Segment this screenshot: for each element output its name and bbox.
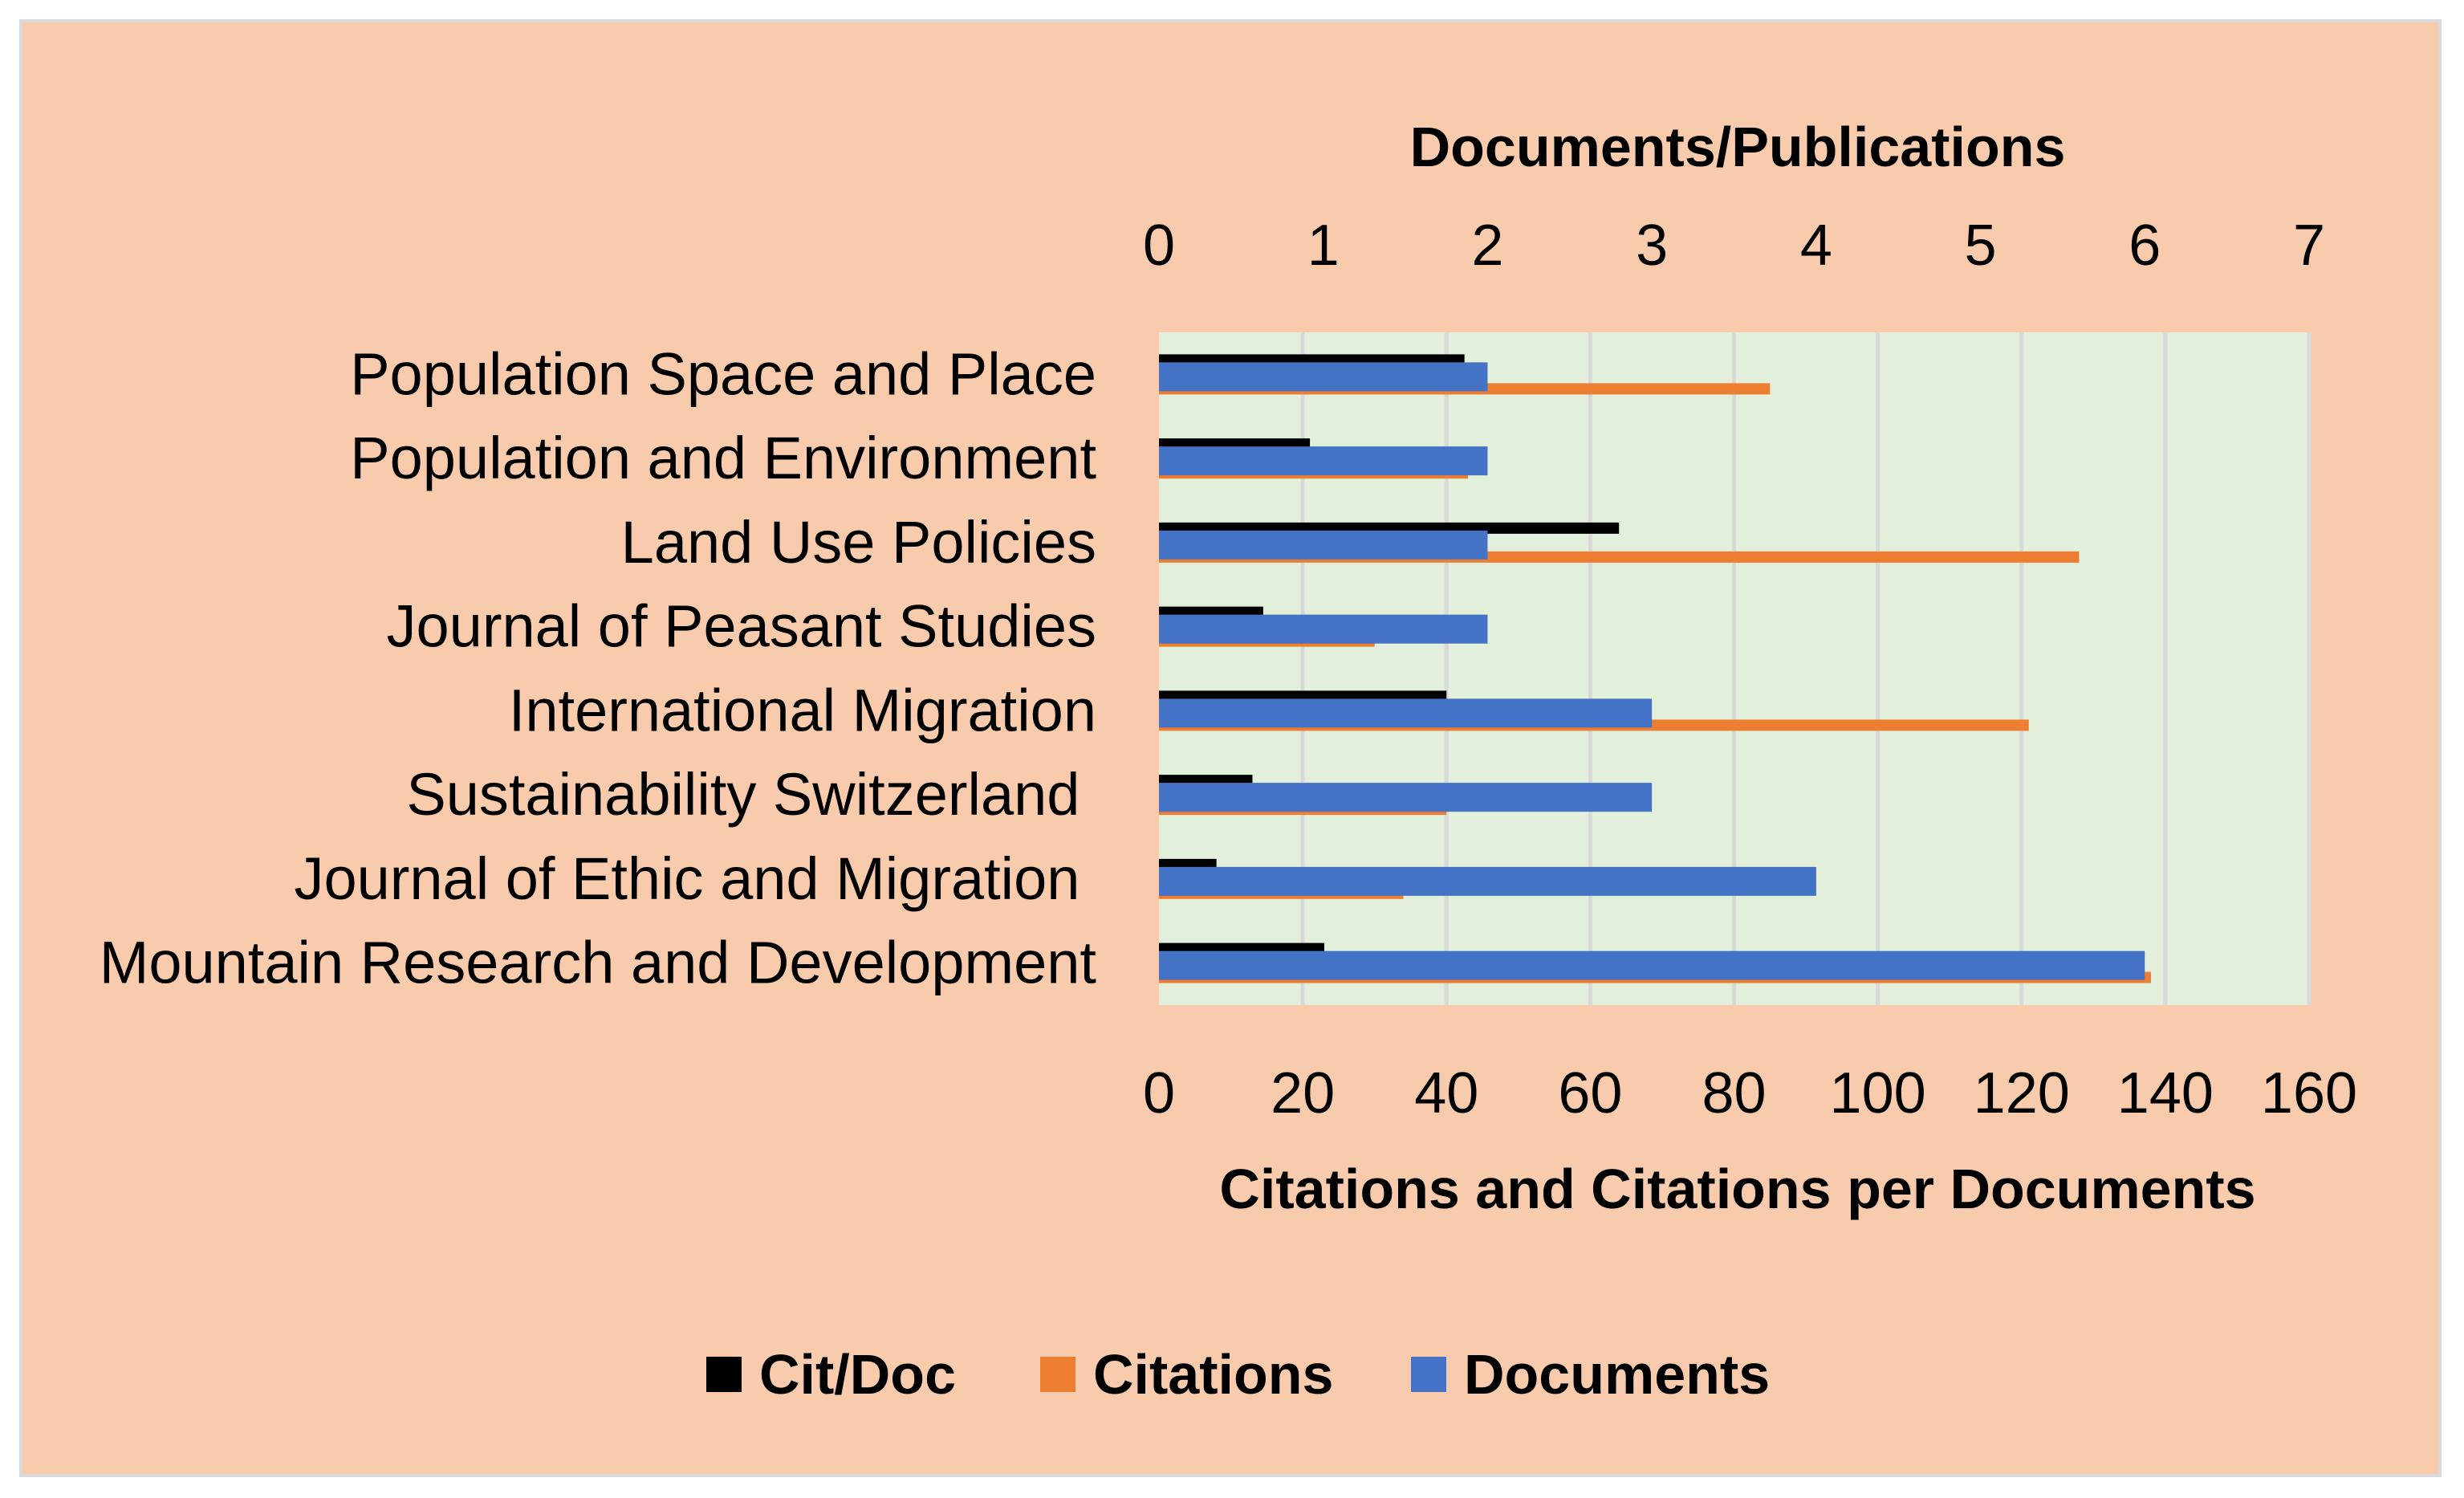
top-tick-label: 7 <box>2293 214 2325 278</box>
legend-swatch <box>1411 1357 1446 1392</box>
top-tick-label: 0 <box>1143 214 1175 278</box>
top-tick-label: 2 <box>1471 214 1503 278</box>
category-label: Sustainability Switzerland <box>406 761 1096 828</box>
bottom-tick-label: 60 <box>1558 1061 1622 1126</box>
bar-documents <box>1159 866 1816 896</box>
category-label: Land Use Policies <box>621 509 1096 576</box>
bar-documents <box>1159 698 1653 728</box>
legend-swatch <box>706 1357 742 1392</box>
top-tick-label: 4 <box>1800 214 1832 278</box>
legend-label: Documents <box>1464 1343 1770 1406</box>
bar-documents <box>1159 362 1488 392</box>
bottom-tick-label: 80 <box>1702 1061 1766 1126</box>
category-label: Mountain Research and Development <box>100 930 1097 996</box>
bottom-tick-label: 20 <box>1271 1061 1335 1126</box>
top-tick-label: 1 <box>1307 214 1340 278</box>
bottom-tick-label: 0 <box>1143 1061 1175 1126</box>
bottom-tick-label: 120 <box>1974 1061 2070 1126</box>
legend: Cit/Doc Citations Documents <box>706 1343 1770 1406</box>
bar-documents <box>1159 446 1488 476</box>
bars <box>1159 354 2151 983</box>
category-label: International Migration <box>509 677 1096 743</box>
legend-swatch <box>1040 1357 1075 1392</box>
bottom-axis-title: Citations and Citations per Documents <box>1219 1158 2255 1220</box>
bottom-tick-label: 160 <box>2261 1061 2357 1126</box>
top-tick-label: 3 <box>1636 214 1668 278</box>
bottom-tick-label: 140 <box>2117 1061 2214 1126</box>
top-axis-title: Documents/Publications <box>1410 116 2066 178</box>
bar-documents <box>1159 950 2145 980</box>
top-tick-label: 5 <box>1965 214 1997 278</box>
legend-label: Citations <box>1093 1343 1333 1406</box>
bottom-tick-label: 40 <box>1414 1061 1478 1126</box>
category-label: Journal of Ethic and Migration <box>294 845 1096 912</box>
category-label: Population Space and Place <box>350 340 1096 407</box>
bottom-tick-label: 100 <box>1830 1061 1926 1126</box>
legend-label: Cit/Doc <box>759 1343 956 1406</box>
category-label: Population and Environment <box>350 425 1096 491</box>
top-tick-label: 6 <box>2129 214 2161 278</box>
bottom-axis-ticks: 0 20 40 60 80 100 120 140 160 <box>1143 1061 2357 1126</box>
category-label: Journal of Peasant Studies <box>387 593 1096 660</box>
bar-documents <box>1159 783 1653 812</box>
top-axis-ticks: 0 1 2 3 4 5 6 7 <box>1143 214 2325 278</box>
bar-documents <box>1159 530 1488 560</box>
category-labels: Population Space and Place Population and… <box>100 340 1097 995</box>
bar-documents <box>1159 614 1488 644</box>
